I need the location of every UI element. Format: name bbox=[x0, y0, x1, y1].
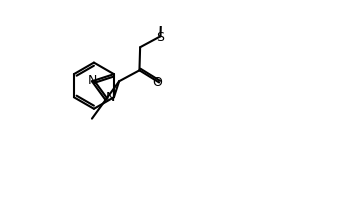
Text: S: S bbox=[157, 31, 164, 44]
Text: O: O bbox=[152, 76, 162, 89]
Text: N: N bbox=[88, 74, 97, 87]
Text: N: N bbox=[105, 91, 115, 104]
